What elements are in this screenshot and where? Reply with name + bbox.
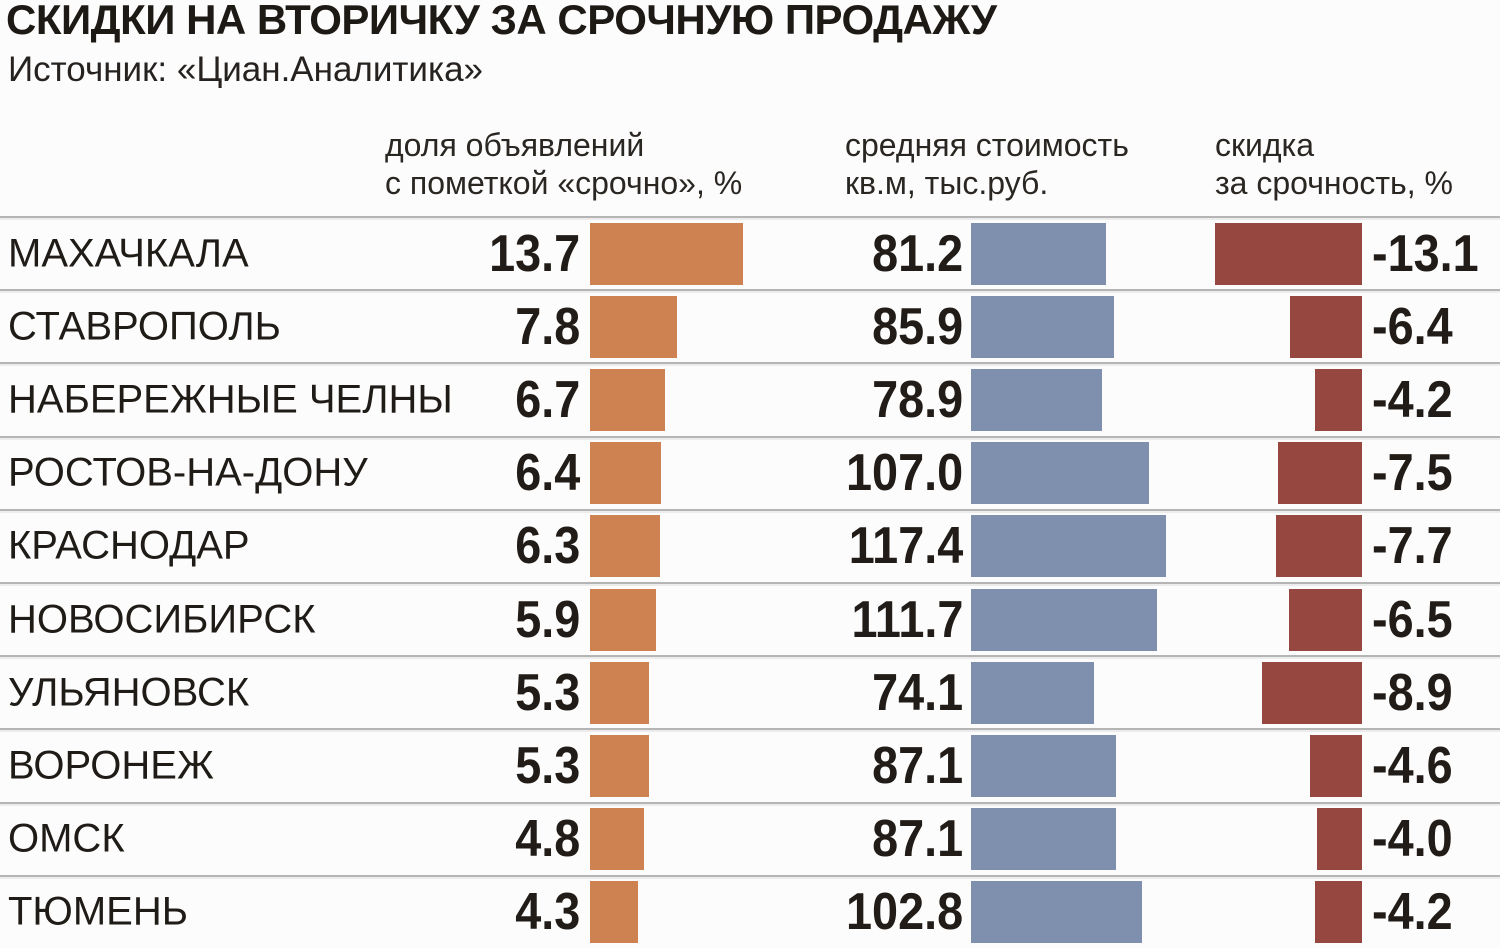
discount-value: -4.2 xyxy=(1372,883,1453,942)
city-label: СТАВРОПОЛЬ xyxy=(8,304,281,349)
discount-value: -4.6 xyxy=(1372,736,1453,795)
share-value: 6.3 xyxy=(514,517,580,576)
table-row: КРАСНОДАР 6.3 117.4 -7.7 xyxy=(0,508,1500,582)
column-header-share: доля объявлений с пометкой «срочно», % xyxy=(385,126,742,202)
discount-value: -7.7 xyxy=(1372,517,1453,576)
city-label: УЛЬЯНОВСК xyxy=(8,670,250,715)
column-header-discount-line1: скидка xyxy=(1215,127,1315,163)
share-bar xyxy=(590,808,644,871)
price-value: 117.4 xyxy=(848,517,963,576)
discount-bar xyxy=(1262,661,1362,724)
discount-value: -8.9 xyxy=(1372,663,1453,722)
price-value: 85.9 xyxy=(871,297,963,356)
share-bar xyxy=(590,295,678,358)
price-value: 87.1 xyxy=(871,810,963,869)
column-header-price: средняя стоимость кв.м, тыс.руб. xyxy=(845,126,1129,202)
discount-value: -6.5 xyxy=(1372,590,1453,649)
city-label: ТЮМЕНЬ xyxy=(8,889,188,934)
share-value: 5.3 xyxy=(514,736,580,795)
city-label: НОВОСИБИРСК xyxy=(8,597,316,642)
discount-bar xyxy=(1215,222,1362,285)
share-bar xyxy=(590,222,744,285)
price-value: 74.1 xyxy=(871,663,963,722)
price-bar xyxy=(971,515,1167,578)
discount-bar xyxy=(1275,515,1362,578)
city-label: НАБЕРЕЖНЫЕ ЧЕЛНЫ xyxy=(8,377,453,422)
column-header-discount: скидка за срочность, % xyxy=(1215,126,1453,202)
price-bar xyxy=(971,808,1116,871)
price-bar xyxy=(971,295,1114,358)
share-bar xyxy=(590,588,656,651)
share-bar xyxy=(590,661,650,724)
table-row: НАБЕРЕЖНЫЕ ЧЕЛНЫ 6.7 78.9 -4.2 xyxy=(0,362,1500,435)
discount-bar xyxy=(1277,442,1362,505)
city-label: ОМСК xyxy=(8,816,125,861)
discount-value: -4.2 xyxy=(1372,370,1453,429)
share-value: 4.8 xyxy=(514,810,580,869)
table-row: УЛЬЯНОВСК 5.3 74.1 -8.9 xyxy=(0,655,1500,728)
price-value: 87.1 xyxy=(871,736,963,795)
price-bar xyxy=(971,588,1157,651)
table-row: ВОРОНЕЖ 5.3 87.1 -4.6 xyxy=(0,728,1500,801)
price-bar xyxy=(971,368,1103,431)
share-value: 6.4 xyxy=(514,444,580,503)
source-label: Источник: «Циан.Аналитика» xyxy=(8,50,483,89)
share-value: 6.7 xyxy=(514,370,580,429)
share-value: 4.3 xyxy=(514,883,580,942)
share-value: 7.8 xyxy=(514,297,580,356)
discount-bar xyxy=(1317,808,1362,871)
table-row: МАХАЧКАЛА 13.7 81.2 -13.1 xyxy=(0,216,1500,289)
column-header-price-line1: средняя стоимость xyxy=(845,127,1129,163)
share-value: 5.3 xyxy=(514,663,580,722)
table-row: СТАВРОПОЛЬ 7.8 85.9 -6.4 xyxy=(0,289,1500,362)
column-header-share-line1: доля объявлений xyxy=(385,127,645,163)
discount-bar xyxy=(1314,881,1362,944)
price-value: 102.8 xyxy=(845,883,963,942)
discount-value: -4.0 xyxy=(1372,810,1453,869)
price-bar xyxy=(971,881,1142,944)
discount-value: -6.4 xyxy=(1372,297,1453,356)
share-value: 13.7 xyxy=(488,224,580,283)
price-value: 107.0 xyxy=(845,444,963,503)
discount-bar xyxy=(1310,734,1362,797)
column-header-discount-line2: за срочность, % xyxy=(1215,165,1453,201)
price-value: 78.9 xyxy=(871,370,963,429)
share-value: 5.9 xyxy=(514,590,580,649)
table-row: РОСТОВ-НА-ДОНУ 6.4 107.0 -7.5 xyxy=(0,435,1500,509)
city-label: РОСТОВ-НА-ДОНУ xyxy=(8,450,368,495)
price-bar xyxy=(971,442,1149,505)
chart-rows: МАХАЧКАЛА 13.7 81.2 -13.1 СТАВРОПОЛЬ 7.8… xyxy=(0,216,1500,948)
price-bar xyxy=(971,661,1095,724)
column-header-price-line2: кв.м, тыс.руб. xyxy=(845,165,1049,201)
city-label: ВОРОНЕЖ xyxy=(8,743,214,788)
discount-value: -13.1 xyxy=(1372,224,1479,283)
table-row: ТЮМЕНЬ 4.3 102.8 -4.2 xyxy=(0,874,1500,948)
table-row: ОМСК 4.8 87.1 -4.0 xyxy=(0,801,1500,875)
share-bar xyxy=(590,442,662,505)
discount-bar xyxy=(1289,588,1362,651)
price-value: 111.7 xyxy=(851,590,963,649)
share-bar xyxy=(590,515,661,578)
page-title: СКИДКИ НА ВТОРИЧКУ ЗА СРОЧНУЮ ПРОДАЖУ xyxy=(6,0,997,43)
price-bar xyxy=(971,222,1107,285)
city-label: МАХАЧКАЛА xyxy=(8,231,249,276)
discount-bar xyxy=(1314,368,1362,431)
table-row: НОВОСИБИРСК 5.9 111.7 -6.5 xyxy=(0,581,1500,655)
city-label: КРАСНОДАР xyxy=(8,523,250,568)
price-bar xyxy=(971,734,1116,797)
share-bar xyxy=(590,881,639,944)
price-value: 81.2 xyxy=(871,224,963,283)
share-bar xyxy=(590,734,650,797)
column-header-share-line2: с пометкой «срочно», % xyxy=(385,165,743,201)
share-bar xyxy=(590,368,665,431)
discount-value: -7.5 xyxy=(1372,444,1453,503)
discount-bar xyxy=(1290,295,1362,358)
